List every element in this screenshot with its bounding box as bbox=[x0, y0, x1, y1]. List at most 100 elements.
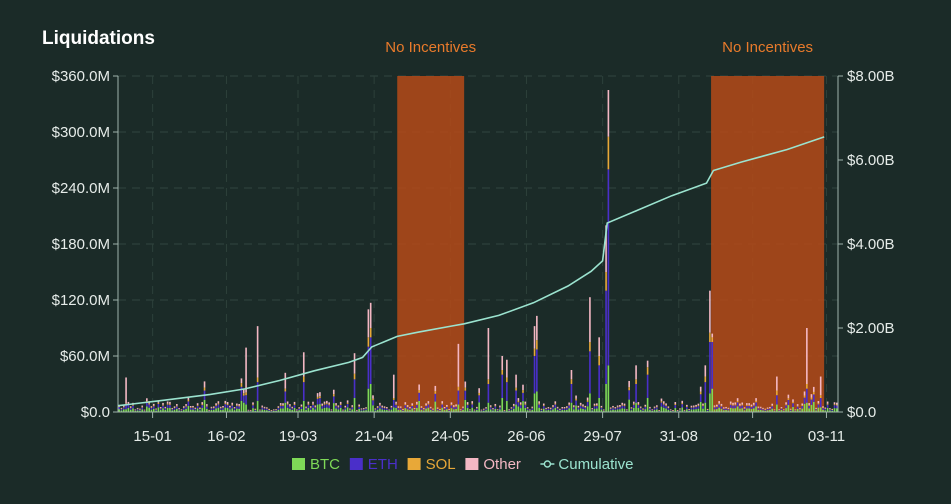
bar-other bbox=[319, 392, 321, 397]
right-axis-tick-label: $4.00B bbox=[847, 236, 895, 253]
bar-other bbox=[660, 398, 663, 402]
bar-eth bbox=[284, 391, 287, 403]
bar-sol bbox=[635, 379, 637, 384]
bar-eth bbox=[582, 406, 584, 409]
bar-other bbox=[718, 401, 720, 404]
bar-other bbox=[506, 359, 508, 378]
bar-eth bbox=[427, 404, 430, 408]
bar-sol bbox=[771, 405, 774, 407]
bar-eth bbox=[337, 407, 340, 410]
bar-btc bbox=[496, 410, 499, 412]
bar-eth bbox=[360, 409, 363, 411]
bar-eth bbox=[298, 408, 300, 411]
bar-eth bbox=[374, 409, 377, 411]
bar-sol bbox=[792, 401, 794, 404]
bar-btc bbox=[605, 384, 607, 412]
bar-sol bbox=[270, 410, 273, 411]
bar-eth bbox=[307, 404, 310, 408]
bar-btc bbox=[120, 410, 123, 412]
bar-other bbox=[122, 405, 125, 407]
bar-btc bbox=[681, 407, 684, 412]
bar-btc bbox=[279, 408, 282, 412]
bar-other bbox=[236, 403, 238, 406]
bar-sol bbox=[171, 408, 174, 410]
bar-btc bbox=[335, 408, 337, 412]
bar-other bbox=[810, 394, 813, 398]
bar-other bbox=[499, 405, 501, 407]
bar-btc bbox=[136, 410, 139, 412]
bar-sol bbox=[296, 409, 298, 411]
bar-eth bbox=[397, 408, 400, 410]
bar-sol bbox=[277, 407, 280, 408]
bar-sol bbox=[344, 407, 347, 408]
bar-btc bbox=[171, 410, 174, 412]
bar-eth bbox=[189, 407, 192, 410]
bar-btc bbox=[649, 409, 651, 412]
bar-other bbox=[441, 401, 444, 404]
bar-eth bbox=[369, 337, 372, 384]
bar-eth bbox=[764, 409, 767, 411]
bar-btc bbox=[321, 408, 324, 412]
bar-sol bbox=[808, 404, 810, 406]
bar-eth bbox=[614, 408, 617, 411]
bar-sol bbox=[365, 408, 367, 409]
bar-other bbox=[259, 409, 261, 411]
bar-btc bbox=[718, 407, 720, 412]
bar-other bbox=[226, 401, 229, 404]
bar-other bbox=[335, 403, 337, 405]
bar-sol bbox=[653, 407, 656, 409]
bar-eth bbox=[695, 407, 697, 410]
bar-eth bbox=[819, 398, 822, 408]
bar-eth bbox=[674, 405, 677, 409]
bar-other bbox=[752, 402, 755, 405]
bar-other bbox=[801, 403, 804, 406]
bar-eth bbox=[755, 402, 757, 407]
bar-eth bbox=[222, 407, 224, 410]
bar-btc bbox=[328, 408, 330, 412]
bar-sol bbox=[552, 406, 554, 408]
bar-eth bbox=[725, 408, 727, 410]
bar-btc bbox=[238, 408, 240, 412]
bar-eth bbox=[439, 409, 441, 411]
bar-other bbox=[494, 403, 497, 406]
bar-btc bbox=[362, 410, 365, 412]
bar-btc bbox=[159, 410, 162, 412]
bar-eth bbox=[362, 409, 365, 411]
bar-sol bbox=[360, 409, 363, 410]
bar-eth bbox=[395, 404, 397, 408]
bar-sol bbox=[240, 383, 243, 387]
bar-eth bbox=[566, 407, 568, 410]
bar-btc bbox=[773, 410, 776, 412]
bar-btc bbox=[392, 407, 395, 412]
bar-sol bbox=[129, 407, 132, 409]
bar-btc bbox=[833, 408, 836, 412]
bar-eth bbox=[801, 406, 804, 409]
bar-other bbox=[293, 401, 296, 404]
bar-other bbox=[480, 409, 483, 411]
bar-btc bbox=[452, 409, 455, 412]
bar-sol bbox=[743, 408, 746, 409]
bar-sol bbox=[289, 405, 291, 407]
bar-eth bbox=[319, 398, 321, 405]
bar-sol bbox=[476, 407, 478, 409]
bar-other bbox=[277, 406, 280, 408]
bar-eth bbox=[245, 395, 247, 405]
bar-btc bbox=[457, 404, 460, 412]
bar-other bbox=[570, 370, 573, 380]
bar-sol bbox=[187, 399, 190, 402]
bar-eth bbox=[596, 405, 598, 409]
bar-eth bbox=[215, 405, 217, 409]
bar-sol bbox=[425, 405, 427, 406]
bar-eth bbox=[473, 410, 476, 412]
bar-sol bbox=[702, 405, 704, 407]
bar-btc bbox=[512, 408, 515, 412]
bar-sol bbox=[134, 409, 137, 411]
bar-eth bbox=[572, 407, 575, 410]
bar-other bbox=[256, 326, 259, 378]
bar-sol bbox=[554, 403, 557, 405]
bar-btc bbox=[425, 408, 427, 412]
bar-sol bbox=[413, 408, 416, 410]
bar-eth bbox=[642, 409, 644, 411]
bar-sol bbox=[422, 408, 425, 410]
bar-sol bbox=[591, 408, 594, 410]
